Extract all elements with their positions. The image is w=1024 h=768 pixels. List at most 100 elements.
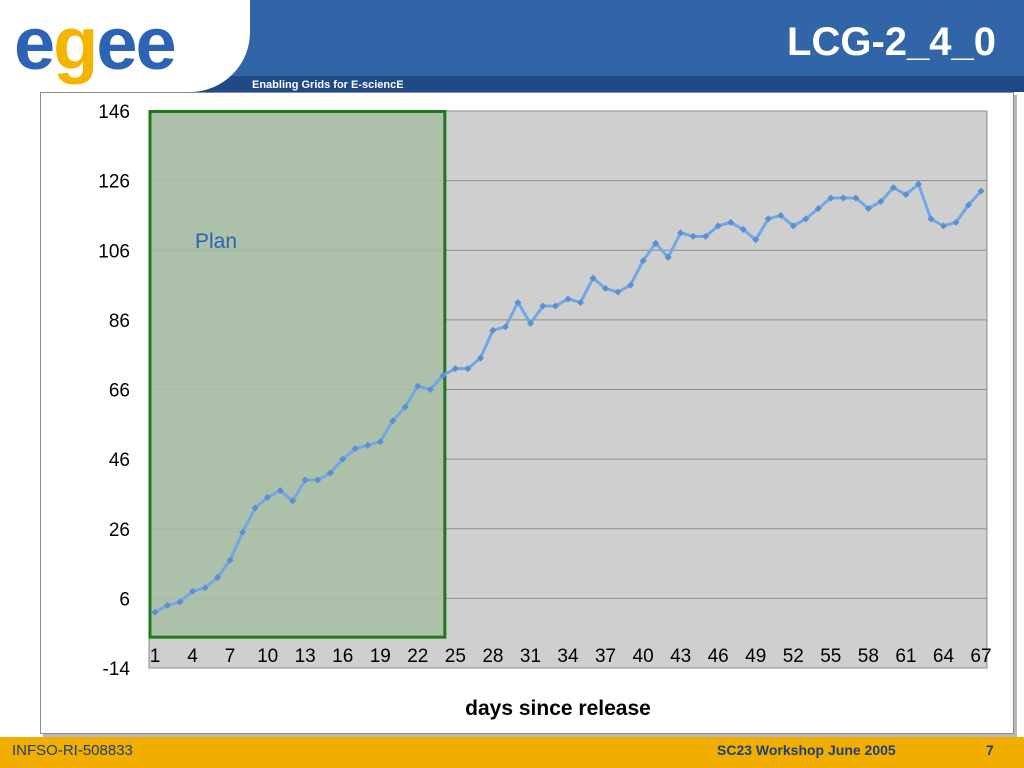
- x-tick-label: 10: [257, 646, 278, 667]
- data-point: [814, 204, 822, 212]
- x-axis-title: days since release: [465, 697, 651, 720]
- data-point: [526, 319, 534, 327]
- data-point: [902, 191, 910, 199]
- data-point: [639, 257, 647, 265]
- data-point: [827, 194, 835, 202]
- footer-event: SC23 Workshop June 2005: [717, 742, 896, 758]
- y-tick-label: 86: [109, 311, 130, 332]
- footer-project-id: INFSO-RI-508833: [12, 742, 133, 759]
- x-tick-label: 52: [783, 646, 804, 667]
- x-tick-label: 25: [445, 646, 466, 667]
- data-point: [289, 497, 297, 505]
- y-tick-label: -14: [103, 659, 131, 680]
- data-point: [627, 281, 635, 289]
- data-point: [739, 225, 747, 233]
- data-point: [977, 187, 985, 195]
- data-point: [439, 372, 447, 380]
- data-point: [201, 584, 209, 592]
- data-point: [952, 218, 960, 226]
- x-tick-label: 46: [708, 646, 729, 667]
- data-point: [664, 253, 672, 261]
- data-point: [652, 239, 660, 247]
- data-point: [964, 201, 972, 209]
- egee-logo: egee: [14, 2, 177, 85]
- data-point: [339, 455, 347, 463]
- y-tick-label: 106: [98, 241, 130, 262]
- y-tick-label: 6: [119, 589, 130, 610]
- x-tick-label: 4: [187, 646, 198, 667]
- x-tick-label: 67: [970, 646, 991, 667]
- data-point: [727, 218, 735, 226]
- data-point: [789, 222, 797, 230]
- data-point: [389, 417, 397, 425]
- x-tick-label: 1: [150, 646, 161, 667]
- data-point: [464, 365, 472, 373]
- data-point: [752, 236, 760, 244]
- data-point: [264, 493, 272, 501]
- data-point: [939, 222, 947, 230]
- x-tick-label: 43: [670, 646, 691, 667]
- footer-bar: [0, 737, 1024, 768]
- data-point: [451, 365, 459, 373]
- x-tick-label: 28: [482, 646, 503, 667]
- data-point: [176, 598, 184, 606]
- plan-region: [148, 110, 447, 639]
- data-point: [689, 232, 697, 240]
- data-point: [551, 302, 559, 310]
- data-point: [877, 198, 885, 206]
- data-point: [226, 556, 234, 564]
- x-tick-label: 61: [895, 646, 916, 667]
- logo-background: [0, 0, 250, 92]
- x-tick-label: 22: [407, 646, 428, 667]
- data-point: [539, 302, 547, 310]
- data-point: [927, 215, 935, 223]
- y-tick-label: 126: [98, 172, 130, 193]
- data-point: [714, 222, 722, 230]
- line-chart: -14 6 26 46 66 86 106 126 146 1 4 7 10 13 16 19 22 25 28 31…: [98, 102, 991, 720]
- data-point: [401, 403, 409, 411]
- data-point: [239, 528, 247, 536]
- plan-label: Plan: [195, 230, 237, 253]
- slide-title: LCG-2_4_0: [787, 20, 996, 64]
- page-number: 7: [986, 742, 994, 758]
- tagline: Enabling Grids for E-sciencE: [252, 79, 404, 91]
- data-point: [514, 298, 522, 306]
- data-point: [839, 194, 847, 202]
- data-point: [802, 215, 810, 223]
- header-band: [0, 76, 1024, 92]
- data-point: [501, 323, 509, 331]
- data-point: [326, 469, 334, 477]
- x-tick-label: 49: [745, 646, 766, 667]
- x-tick-label: 34: [557, 646, 579, 667]
- x-tick-label: 7: [225, 646, 236, 667]
- x-tick-label: 31: [520, 646, 541, 667]
- data-point: [764, 215, 772, 223]
- x-tick-label: 58: [858, 646, 879, 667]
- data-point: [301, 476, 309, 484]
- data-point: [489, 326, 497, 334]
- x-tick-label: 19: [370, 646, 391, 667]
- data-point: [677, 229, 685, 237]
- data-point: [564, 295, 572, 303]
- x-tick-label: 55: [820, 646, 841, 667]
- data-point: [214, 573, 222, 581]
- x-tick-label: 64: [933, 646, 955, 667]
- data-point: [476, 354, 484, 362]
- x-tick-label: 16: [332, 646, 353, 667]
- y-tick-label: 66: [109, 381, 130, 402]
- data-point: [864, 204, 872, 212]
- data-point: [614, 288, 622, 296]
- data-point: [602, 285, 610, 293]
- data-point: [276, 486, 284, 494]
- data-point: [189, 587, 197, 595]
- data-point: [251, 504, 259, 512]
- x-tick-label: 40: [633, 646, 654, 667]
- data-point: [702, 232, 710, 240]
- data-point: [889, 184, 897, 192]
- data-point: [351, 445, 359, 453]
- x-tick-label: 13: [295, 646, 316, 667]
- data-point: [151, 608, 159, 616]
- data-point: [914, 180, 922, 188]
- data-point: [426, 386, 434, 393]
- data-point: [164, 601, 172, 609]
